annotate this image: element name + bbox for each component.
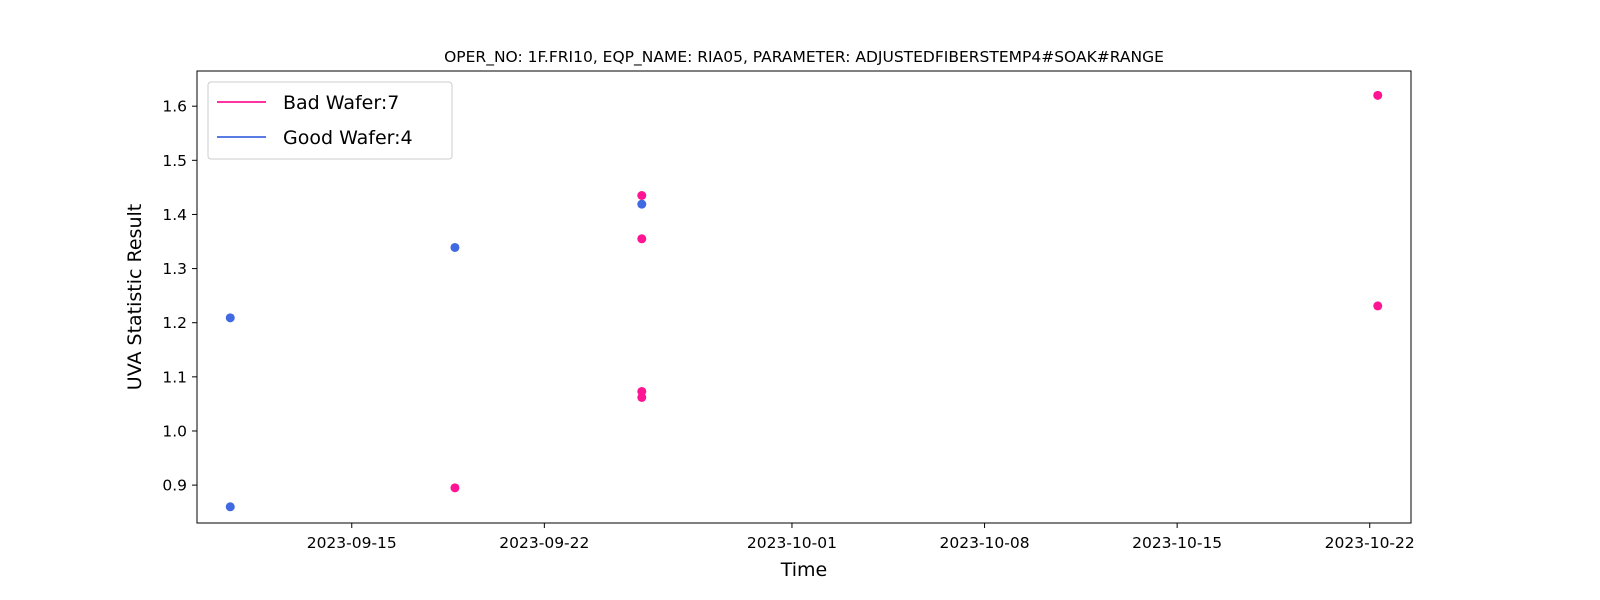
y-tick-label: 1.5 bbox=[162, 152, 187, 170]
y-tick-label: 1.6 bbox=[162, 98, 187, 116]
x-tick-label: 2023-09-15 bbox=[307, 534, 397, 552]
legend-label: Good Wafer:4 bbox=[283, 127, 413, 149]
data-point-bad-wafer bbox=[1373, 301, 1383, 311]
chart-title: OPER_NO: 1F.FRI10, EQP_NAME: RIA05, PARA… bbox=[444, 48, 1164, 67]
data-point-bad-wafer bbox=[450, 483, 460, 493]
data-point-good-wafer bbox=[225, 502, 235, 512]
x-axis-label: Time bbox=[780, 559, 828, 581]
legend-box bbox=[207, 81, 453, 160]
x-tick-label: 2023-10-01 bbox=[747, 534, 837, 552]
legend-label: Bad Wafer:7 bbox=[283, 92, 399, 114]
legend: Bad Wafer:7 Good Wafer:4 bbox=[207, 81, 453, 160]
data-point-bad-wafer bbox=[637, 234, 647, 244]
data-point-bad-wafer bbox=[1373, 90, 1383, 100]
x-tick-label: 2023-09-22 bbox=[499, 534, 589, 552]
data-points bbox=[225, 90, 1383, 512]
data-point-bad-wafer bbox=[637, 191, 647, 201]
y-tick-label: 1.0 bbox=[162, 422, 187, 440]
y-tick-label: 1.3 bbox=[162, 260, 187, 278]
y-axis-label: UVA Statistic Result bbox=[124, 204, 146, 390]
y-tick-label: 1.4 bbox=[162, 206, 187, 224]
plot-frame bbox=[196, 70, 1412, 524]
data-point-good-wafer bbox=[225, 313, 235, 323]
y-tick-label: 1.2 bbox=[162, 314, 187, 332]
axis-ticks: 2023-09-15 2023-09-22 2023-10-01 2023-10-08… bbox=[162, 98, 1414, 552]
x-tick-label: 2023-10-15 bbox=[1132, 534, 1222, 552]
y-tick-label: 1.1 bbox=[162, 368, 187, 386]
data-point-good-wafer bbox=[450, 242, 460, 252]
x-tick-label: 2023-10-08 bbox=[940, 534, 1030, 552]
x-tick-label: 2023-10-22 bbox=[1325, 534, 1415, 552]
data-point-bad-wafer bbox=[637, 392, 647, 402]
data-point-good-wafer bbox=[637, 199, 647, 209]
y-tick-label: 0.9 bbox=[162, 477, 187, 495]
